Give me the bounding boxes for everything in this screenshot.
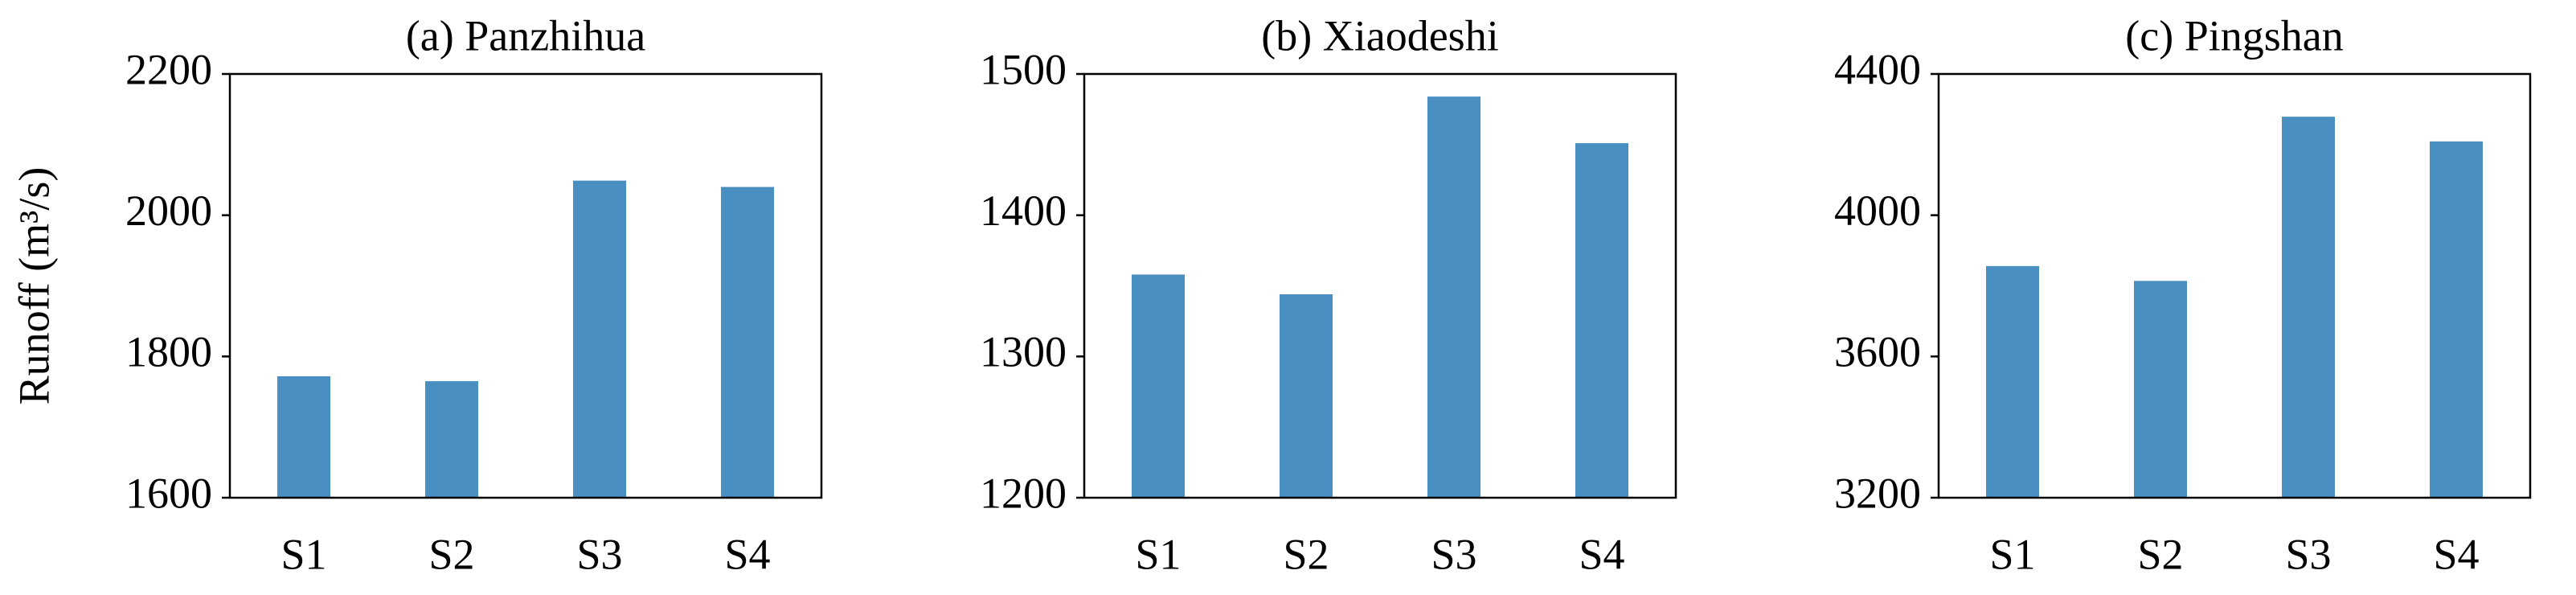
bar — [1575, 143, 1628, 498]
bar — [277, 375, 330, 498]
bar — [1986, 265, 2039, 498]
x-tick-label: S4 — [2433, 530, 2479, 578]
y-axis-label: Runoff (m³/s) — [10, 167, 58, 405]
bar — [1427, 96, 1480, 499]
y-tick-label: 1500 — [980, 45, 1067, 93]
plot-frame — [1937, 72, 2532, 499]
x-tick-label: S3 — [576, 530, 622, 578]
x-tick-label: S3 — [2285, 530, 2331, 578]
chart-title: (c) Pingshan — [2125, 11, 2343, 60]
y-tick-label: 3600 — [1834, 328, 1921, 376]
y-tick-label: 4000 — [1834, 187, 1921, 235]
y-tick-label: 2000 — [125, 187, 212, 235]
y-tick-label: 1300 — [980, 328, 1067, 376]
y-tick-label: 1200 — [980, 469, 1067, 517]
y-tick-label: 1600 — [125, 469, 212, 517]
x-tick-label: S2 — [1283, 530, 1329, 578]
y-tick-label: 4400 — [1834, 45, 1921, 93]
x-tick-label: S4 — [724, 530, 770, 578]
chart-title: (b) Xiaodeshi — [1261, 11, 1498, 60]
x-tick-label: S3 — [1431, 530, 1476, 578]
bar — [721, 187, 774, 499]
bar — [2282, 117, 2335, 498]
bar — [2430, 141, 2483, 498]
x-tick-label: S1 — [1135, 530, 1181, 578]
x-tick-label: S1 — [281, 530, 326, 578]
bar — [425, 381, 478, 498]
y-tick-label: 2200 — [125, 45, 212, 93]
y-tick-label: 3200 — [1834, 469, 1921, 517]
bar — [1132, 274, 1185, 498]
x-tick-label: S2 — [2137, 530, 2183, 578]
bar — [573, 180, 626, 498]
y-tick-label: 1800 — [125, 328, 212, 376]
bar — [2134, 281, 2187, 498]
y-tick-label: 1400 — [980, 187, 1067, 235]
chart-title: (a) Panzhihua — [406, 11, 645, 60]
plot-frame — [228, 72, 823, 499]
x-tick-label: S1 — [1989, 530, 2035, 578]
x-tick-label: S4 — [1579, 530, 1624, 578]
plot-frame — [1083, 72, 1677, 499]
bar — [1280, 294, 1333, 498]
x-tick-label: S2 — [428, 530, 474, 578]
